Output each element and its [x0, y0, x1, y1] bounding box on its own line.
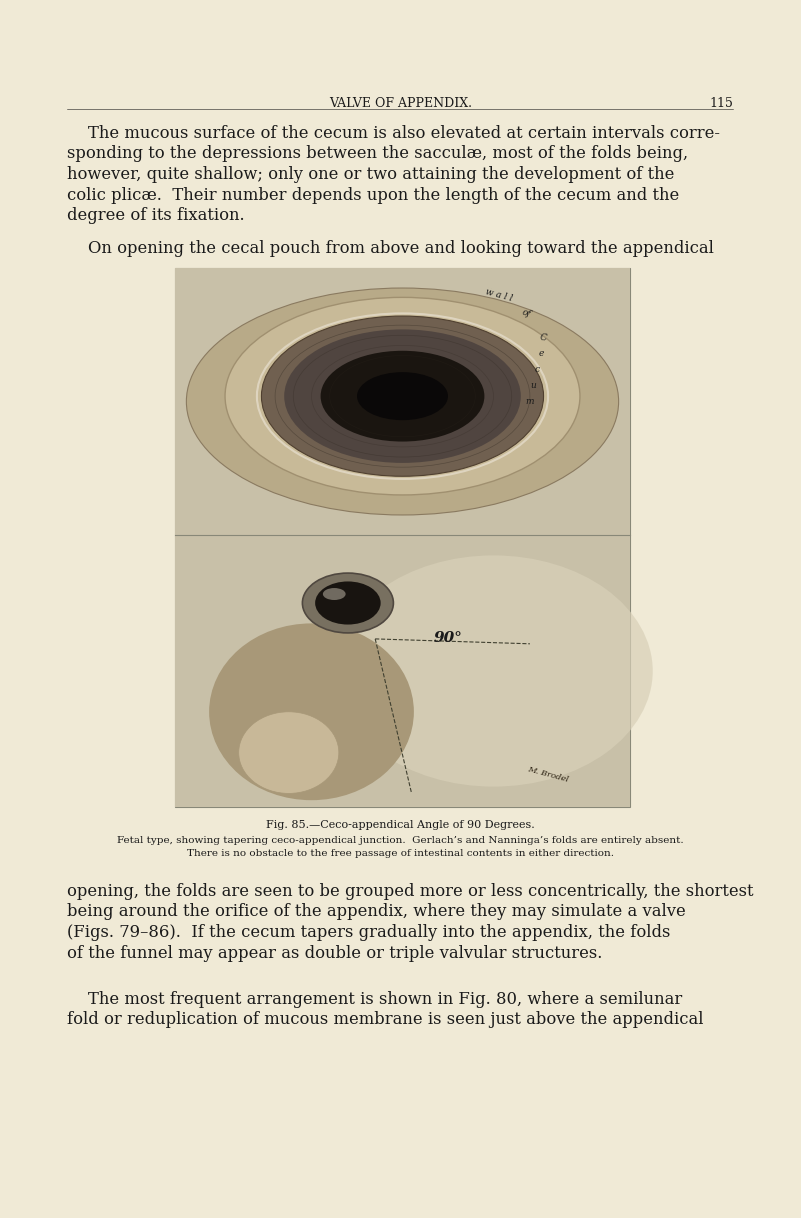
Text: Fetal type, showing tapering ceco-appendical junction.  Gerlach’s and Nanninga’s: Fetal type, showing tapering ceco-append… — [117, 836, 684, 845]
Text: sponding to the depressions between the sacculæ, most of the folds being,: sponding to the depressions between the … — [67, 145, 688, 162]
Ellipse shape — [320, 351, 485, 442]
Text: degree of its fixation.: degree of its fixation. — [67, 207, 244, 224]
Text: On opening the cecal pouch from above and looking toward the appendical: On opening the cecal pouch from above an… — [67, 240, 714, 257]
Text: (Figs. 79–86).  If the cecum tapers gradually into the appendix, the folds: (Figs. 79–86). If the cecum tapers gradu… — [67, 924, 670, 942]
Text: u: u — [530, 381, 536, 390]
Ellipse shape — [239, 711, 339, 793]
Text: of the funnel may appear as double or triple valvular structures.: of the funnel may appear as double or tr… — [67, 944, 602, 961]
Ellipse shape — [303, 574, 393, 633]
Bar — [175, 268, 630, 808]
Ellipse shape — [261, 315, 544, 476]
Text: The most frequent arrangement is shown in Fig. 80, where a semilunar: The most frequent arrangement is shown i… — [67, 991, 682, 1009]
Text: colic plicæ.  Their number depends upon the length of the cecum and the: colic plicæ. Their number depends upon t… — [67, 186, 679, 203]
Text: 115: 115 — [709, 97, 733, 110]
Text: Fig. 85.—Ceco-appendical Angle of 90 Degrees.: Fig. 85.—Ceco-appendical Angle of 90 Deg… — [266, 820, 535, 829]
Text: There is no obstacle to the free passage of intestinal contents in either direct: There is no obstacle to the free passage… — [187, 849, 614, 857]
Ellipse shape — [334, 555, 653, 787]
Text: however, quite shallow; only one or two attaining the development of the: however, quite shallow; only one or two … — [67, 166, 674, 183]
Text: being around the orifice of the appendix, where they may simulate a valve: being around the orifice of the appendix… — [67, 904, 686, 921]
Bar — [175, 535, 630, 808]
Text: opening, the folds are seen to be grouped more or less concentrically, the short: opening, the folds are seen to be groupe… — [67, 883, 754, 900]
Bar — [175, 268, 630, 535]
Ellipse shape — [323, 588, 345, 600]
Ellipse shape — [225, 297, 580, 495]
Text: of: of — [521, 308, 532, 319]
Text: m: m — [525, 397, 533, 406]
Ellipse shape — [284, 329, 521, 463]
Ellipse shape — [187, 287, 618, 515]
Text: VALVE OF APPENDIX.: VALVE OF APPENDIX. — [329, 97, 472, 110]
Text: 90°: 90° — [433, 631, 462, 646]
Text: C: C — [539, 333, 546, 342]
Ellipse shape — [209, 624, 414, 800]
Text: e: e — [539, 348, 545, 358]
Text: w a l l: w a l l — [485, 286, 513, 302]
Text: fold or reduplication of mucous membrane is seen just above the appendical: fold or reduplication of mucous membrane… — [67, 1011, 703, 1028]
Text: The mucous surface of the cecum is also elevated at certain intervals corre-: The mucous surface of the cecum is also … — [67, 125, 720, 143]
Text: c: c — [534, 365, 539, 374]
Ellipse shape — [315, 581, 380, 625]
Text: M. Brodel: M. Brodel — [527, 765, 570, 783]
Ellipse shape — [357, 373, 448, 420]
